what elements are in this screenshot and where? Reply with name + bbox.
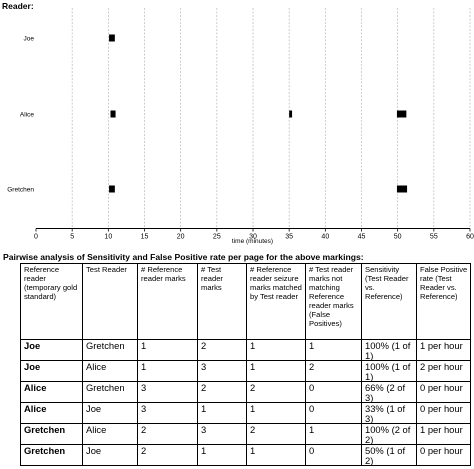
x-tick-label: 20 [177, 234, 185, 241]
header-reference-marks: # Reference reader marks [137, 263, 198, 340]
cell-false-positive-rate: 0 per hour [416, 402, 471, 424]
table-row: Alice Gretchen 3 2 2 0 66% (2 of 3) 0 pe… [20, 381, 471, 403]
cell-reference-marks: 1 [137, 339, 198, 361]
seizure-mark [396, 110, 407, 118]
seizure-marks [109, 34, 408, 193]
cell-matched-marks: 2 [246, 381, 306, 403]
cell-reference-reader: Joe [20, 360, 83, 382]
cell-reference-reader: Alice [20, 402, 83, 424]
x-axis-label: time (minutes) [232, 238, 273, 245]
cell-matched-marks: 1 [246, 402, 306, 424]
cell-reference-marks: 3 [137, 381, 198, 403]
chart-grid [71, 8, 471, 229]
header-sensitivity: Sensitivity (Test Reader vs. Reference) [361, 263, 417, 340]
x-tick-label: 50 [394, 234, 402, 241]
cell-false-positives: 0 [305, 444, 362, 466]
cell-false-positives: 0 [305, 402, 362, 424]
cell-false-positives: 2 [305, 360, 362, 382]
cell-test-reader: Alice [82, 360, 138, 382]
x-tick-label: 35 [285, 234, 293, 241]
cell-false-positive-rate: 0 per hour [416, 444, 471, 466]
x-tick-label: 30 [249, 234, 257, 241]
x-tick-label: 60 [466, 234, 474, 241]
cell-test-reader: Gretchen [82, 339, 138, 361]
cell-matched-marks: 1 [246, 444, 306, 466]
cell-matched-marks: 1 [246, 339, 306, 361]
cell-test-marks: 1 [197, 444, 247, 466]
cell-test-marks: 2 [197, 339, 247, 361]
seizure-mark [110, 110, 116, 118]
x-tick-label: 10 [104, 234, 112, 241]
x-tick-label: 25 [213, 234, 221, 241]
table-row: Alice Joe 3 1 1 0 33% (1 of 3) 0 per hou… [20, 402, 471, 424]
header-test-reader: Test Reader [82, 263, 138, 340]
x-tick-label: 0 [34, 234, 38, 241]
cell-reference-reader: Alice [20, 381, 83, 403]
cell-test-marks: 3 [197, 423, 247, 445]
seizure-mark [109, 34, 115, 42]
cell-test-marks: 2 [197, 381, 247, 403]
table-row: Joe Alice 1 3 1 2 100% (1 of 1) 2 per ho… [20, 360, 471, 382]
seizure-mark [109, 185, 115, 193]
x-axis-ticks: 0 5 10 15 20 25 30 35 40 45 50 55 60 [34, 228, 474, 241]
reader-timeline-chart: Reader: Joe Alice Gretchen 0 5 10 15 20 25 30 35 4… [2, 1, 474, 245]
reader-labels: Joe Alice Gretchen [7, 36, 34, 194]
cell-false-positive-rate: 1 per hour [416, 423, 471, 445]
header-false-positives: # Test reader marks not matching Referen… [305, 263, 362, 340]
x-tick-label: 5 [70, 234, 74, 241]
cell-sensitivity: 100% (1 of 1) [361, 360, 417, 382]
cell-false-positive-rate: 0 per hour [416, 381, 471, 403]
cell-false-positives: 0 [305, 381, 362, 403]
seizure-mark [289, 110, 293, 118]
chart-title: Reader: [2, 1, 34, 11]
reader-label: Alice [20, 112, 34, 119]
cell-reference-marks: 2 [137, 444, 198, 466]
table-row: Gretchen Joe 2 1 1 0 50% (1 of 2) 0 per … [20, 444, 471, 466]
cell-test-marks: 1 [197, 402, 247, 424]
cell-test-reader: Joe [82, 402, 138, 424]
cell-matched-marks: 2 [246, 423, 306, 445]
cell-test-marks: 3 [197, 360, 247, 382]
cell-sensitivity: 33% (1 of 3) [361, 402, 417, 424]
header-reference-reader: Reference reader (temporary gold standar… [20, 263, 83, 340]
cell-matched-marks: 1 [246, 360, 306, 382]
pairwise-analysis-table: Reference reader (temporary gold standar… [20, 263, 471, 466]
cell-reference-marks: 3 [137, 402, 198, 424]
cell-sensitivity: 66% (2 of 3) [361, 381, 417, 403]
x-tick-label: 40 [321, 234, 329, 241]
cell-reference-marks: 1 [137, 360, 198, 382]
cell-false-positives: 1 [305, 423, 362, 445]
table-title: Pairwise analysis of Sensitivity and Fal… [3, 252, 364, 262]
cell-test-reader: Joe [82, 444, 138, 466]
x-tick-label: 45 [358, 234, 366, 241]
cell-test-reader: Gretchen [82, 381, 138, 403]
cell-reference-reader: Joe [20, 339, 83, 361]
header-false-positive-rate: False Positive rate (Test Reader vs. Ref… [416, 263, 471, 340]
cell-test-reader: Alice [82, 423, 138, 445]
cell-false-positive-rate: 2 per hour [416, 360, 471, 382]
header-test-marks: # Test reader marks [197, 263, 247, 340]
x-tick-label: 55 [430, 234, 438, 241]
x-tick-label: 15 [141, 234, 149, 241]
reader-label: Gretchen [7, 187, 34, 194]
cell-sensitivity: 100% (1 of 1) [361, 339, 417, 361]
cell-sensitivity: 100% (2 of 2) [361, 423, 417, 445]
header-matched-marks: # Reference reader seizure marks matched… [246, 263, 306, 340]
table-header-row: Reference reader (temporary gold standar… [20, 263, 471, 340]
cell-false-positive-rate: 1 per hour [416, 339, 471, 361]
cell-sensitivity: 50% (1 of 2) [361, 444, 417, 466]
cell-reference-marks: 2 [137, 423, 198, 445]
table-row: Gretchen Alice 2 3 2 1 100% (2 of 2) 1 p… [20, 423, 471, 445]
seizure-mark [396, 185, 408, 193]
cell-reference-reader: Gretchen [20, 444, 83, 466]
cell-reference-reader: Gretchen [20, 423, 83, 445]
table-row: Joe Gretchen 1 2 1 1 100% (1 of 1) 1 per… [20, 339, 471, 361]
cell-false-positives: 1 [305, 339, 362, 361]
reader-label: Joe [24, 36, 35, 43]
